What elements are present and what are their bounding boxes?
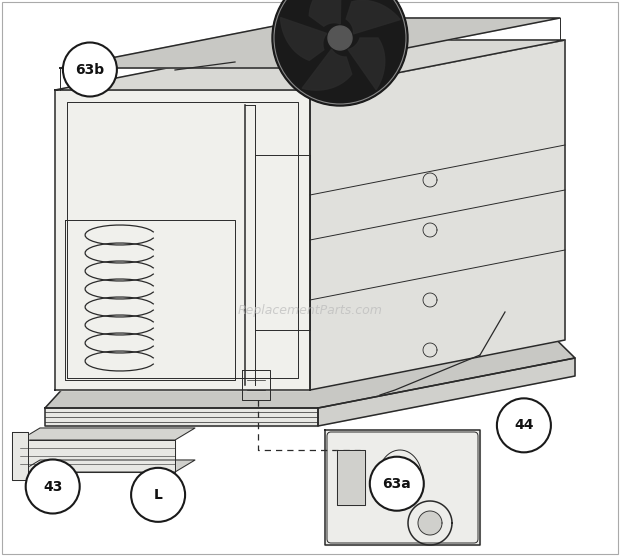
Text: 43: 43 xyxy=(43,479,63,494)
Polygon shape xyxy=(20,440,175,472)
Polygon shape xyxy=(337,450,365,505)
Polygon shape xyxy=(20,460,195,472)
Circle shape xyxy=(131,468,185,522)
Text: 63a: 63a xyxy=(383,476,411,491)
Polygon shape xyxy=(20,428,195,440)
Polygon shape xyxy=(318,358,575,426)
Text: L: L xyxy=(154,488,162,502)
Polygon shape xyxy=(60,18,560,68)
Polygon shape xyxy=(348,38,385,90)
Polygon shape xyxy=(45,408,318,426)
Polygon shape xyxy=(325,430,480,545)
Polygon shape xyxy=(55,40,565,90)
Polygon shape xyxy=(310,40,565,390)
Polygon shape xyxy=(55,90,310,390)
Circle shape xyxy=(272,0,408,106)
Circle shape xyxy=(25,459,80,514)
Polygon shape xyxy=(12,432,28,480)
Text: 63b: 63b xyxy=(76,62,104,77)
Polygon shape xyxy=(418,511,442,535)
Polygon shape xyxy=(45,108,575,408)
Text: ReplacementParts.com: ReplacementParts.com xyxy=(237,304,383,316)
Text: 44: 44 xyxy=(514,418,534,433)
Circle shape xyxy=(328,26,352,50)
Polygon shape xyxy=(309,0,341,26)
Circle shape xyxy=(497,398,551,453)
Polygon shape xyxy=(346,1,401,34)
Polygon shape xyxy=(280,17,327,61)
Circle shape xyxy=(370,456,424,511)
Circle shape xyxy=(63,42,117,97)
Polygon shape xyxy=(302,49,352,90)
